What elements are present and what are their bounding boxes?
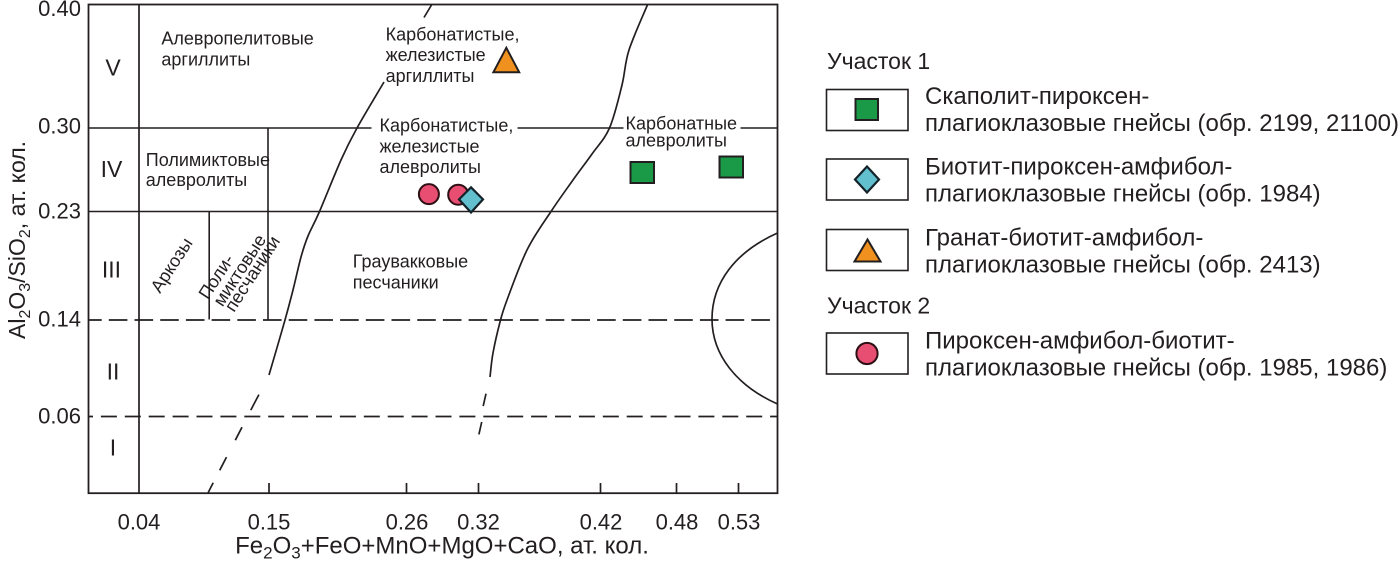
svg-text:Биотит-пироксен-амфибол-: Биотит-пироксен-амфибол- (925, 154, 1232, 181)
svg-text:плагиоклазовые гнейсы (обр. 21: плагиоклазовые гнейсы (обр. 2199, 21100) (925, 110, 1399, 137)
svg-text:Пироксен-амфибол-биотит-: Пироксен-амфибол-биотит- (925, 328, 1235, 355)
svg-text:плагиоклазовые гнейсы (обр. 24: плагиоклазовые гнейсы (обр. 2413) (925, 252, 1321, 279)
svg-text:железистые: железистые (380, 136, 480, 156)
svg-text:песчаники: песчаники (353, 272, 439, 292)
svg-text:0.40: 0.40 (38, 0, 81, 21)
svg-text:Al2O3/SiO2, ат. кол.: Al2O3/SiO2, ат. кол. (4, 141, 34, 339)
svg-text:железистые: железистые (386, 45, 486, 65)
svg-text:0.26: 0.26 (386, 510, 429, 535)
svg-text:0.06: 0.06 (38, 404, 81, 429)
svg-text:аргиллиты: аргиллиты (161, 49, 250, 69)
svg-text:V: V (105, 54, 121, 80)
svg-text:алевролиты: алевролиты (380, 157, 481, 177)
svg-text:алевролиты: алевролиты (626, 131, 727, 151)
svg-text:Гранат-биотит-амфибол-: Гранат-биотит-амфибол- (925, 225, 1203, 252)
svg-text:плагиоклазовые гнейсы (обр. 19: плагиоклазовые гнейсы (обр. 1985, 1986) (925, 355, 1387, 382)
svg-text:0.42: 0.42 (580, 510, 623, 535)
svg-text:Карбонатистые,: Карбонатистые, (386, 24, 520, 44)
svg-text:0.48: 0.48 (656, 510, 699, 535)
svg-text:Полимиктовые: Полимиктовые (146, 150, 270, 170)
svg-text:0.15: 0.15 (248, 510, 291, 535)
svg-text:алевролиты: алевролиты (146, 170, 247, 190)
svg-text:0.04: 0.04 (118, 510, 161, 535)
svg-text:III: III (102, 256, 121, 282)
svg-text:аргиллиты: аргиллиты (386, 66, 475, 86)
svg-text:Граувакковые: Граувакковые (353, 251, 468, 271)
svg-text:Карбонатистые,: Карбонатистые, (380, 116, 514, 136)
svg-text:0.23: 0.23 (38, 199, 81, 224)
svg-text:Fe2O3+FeO+MnO+MgO+CaO, ат. кол: Fe2O3+FeO+MnO+MgO+CaO, ат. кол. (235, 533, 649, 563)
svg-text:плагиоклазовые гнейсы (обр. 19: плагиоклазовые гнейсы (обр. 1984) (925, 181, 1321, 208)
svg-text:Карбонатные: Карбонатные (626, 114, 738, 134)
svg-text:Участок 2: Участок 2 (827, 293, 930, 319)
svg-text:Участок 1: Участок 1 (827, 48, 930, 74)
svg-text:0.32: 0.32 (457, 510, 500, 535)
svg-text:0.53: 0.53 (718, 510, 761, 535)
svg-text:IV: IV (101, 156, 123, 182)
svg-text:Алевропелитовые: Алевропелитовые (161, 28, 313, 48)
svg-text:II: II (107, 358, 120, 384)
svg-text:0.30: 0.30 (38, 114, 81, 139)
svg-text:0.14: 0.14 (38, 307, 81, 332)
svg-text:Скаполит-пироксен-: Скаполит-пироксен- (925, 83, 1149, 110)
svg-text:I: I (110, 434, 116, 460)
